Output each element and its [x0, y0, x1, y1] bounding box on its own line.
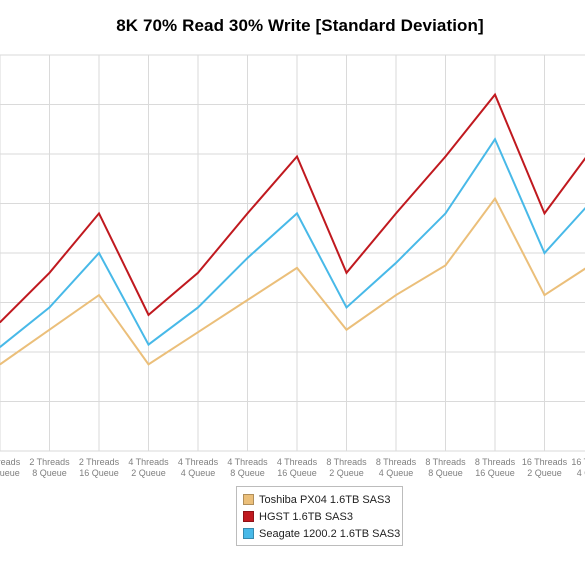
legend-item: HGST 1.6TB SAS3	[243, 508, 402, 525]
data-point	[543, 252, 546, 254]
data-point	[543, 212, 546, 215]
legend-item: Seagate 1200.2 1.6TB SAS3	[243, 525, 402, 542]
data-point	[48, 272, 51, 274]
x-tick-label: 4 Queue	[577, 468, 585, 478]
data-point	[395, 262, 397, 264]
legend-label: Seagate 1200.2 1.6TB SAS3	[259, 527, 401, 540]
series-line	[0, 137, 585, 348]
x-tick-label: 2 Queue	[329, 468, 364, 478]
data-point	[197, 331, 199, 334]
series-line	[0, 92, 585, 324]
x-tick-label: 4 Threads	[227, 457, 268, 467]
x-tick-label: 4 Threads	[128, 457, 169, 467]
x-tick-label: 16 Queue	[0, 468, 20, 478]
x-tick-label: 2 Threads	[79, 457, 120, 467]
data-point	[246, 299, 249, 301]
data-point	[48, 306, 51, 309]
data-point	[296, 155, 298, 158]
data-point	[444, 212, 447, 215]
x-tick-label: 1 Threads	[0, 457, 21, 467]
x-tick-label: 2 Threads	[29, 457, 70, 467]
x-tick-label: 8 Threads	[376, 457, 417, 467]
data-point	[494, 197, 496, 200]
chart-title: 8K 70% Read 30% Write [Standard Deviatio…	[116, 16, 484, 35]
data-point	[147, 363, 150, 366]
data-point	[98, 212, 100, 215]
data-point	[0, 363, 1, 366]
data-point	[98, 294, 100, 296]
x-tick-label: 2 Queue	[131, 468, 166, 478]
x-tick-label: 8 Queue	[428, 468, 463, 478]
legend-swatch	[243, 528, 254, 539]
legend-swatch	[243, 511, 254, 522]
data-point	[345, 272, 348, 274]
data-point	[345, 328, 348, 331]
data-point	[98, 252, 100, 254]
x-tick-label: 4 Queue	[379, 468, 414, 478]
legend-label: HGST 1.6TB SAS3	[259, 510, 353, 523]
data-point	[395, 212, 397, 215]
data-point	[395, 294, 397, 296]
series-line	[0, 196, 585, 366]
data-point	[345, 306, 348, 309]
data-point	[197, 272, 199, 274]
x-tick-label: 8 Queue	[230, 468, 265, 478]
legend-label: Toshiba PX04 1.6TB SAS3	[259, 493, 391, 506]
x-tick-label: 8 Threads	[326, 457, 367, 467]
x-tick-label: 16 Queue	[79, 468, 119, 478]
data-point	[543, 294, 546, 296]
x-tick-label: 16 Queue	[277, 468, 317, 478]
data-point	[494, 138, 496, 140]
x-tick-label: 16 Queue	[475, 468, 515, 478]
data-point	[444, 264, 447, 267]
chart-legend: Toshiba PX04 1.6TB SAS3 HGST 1.6TB SAS3 Se…	[236, 486, 403, 546]
x-tick-label: 8 Threads	[475, 457, 516, 467]
x-tick-label: 8 Threads	[425, 457, 466, 467]
data-point	[246, 212, 249, 215]
x-tick-label: 4 Threads	[178, 457, 219, 467]
data-point	[147, 343, 150, 346]
data-point	[444, 155, 447, 158]
data-point	[494, 93, 496, 96]
x-tick-label: 8 Queue	[32, 468, 67, 478]
data-point	[296, 267, 298, 269]
x-tick-label: 2 Queue	[527, 468, 562, 478]
data-point	[0, 321, 1, 324]
data-point	[48, 328, 51, 331]
legend-item: Toshiba PX04 1.6TB SAS3	[243, 491, 402, 508]
data-point	[147, 314, 150, 316]
x-tick-label: 16 Threads	[522, 457, 568, 467]
legend-swatch	[243, 494, 254, 505]
data-point	[197, 306, 199, 309]
data-point	[246, 257, 249, 259]
x-tick-label: 4 Queue	[181, 468, 216, 478]
x-tick-label: 4 Threads	[277, 457, 318, 467]
data-point	[296, 212, 298, 215]
data-point	[0, 346, 1, 348]
x-tick-label: 16 Threads	[571, 457, 585, 467]
